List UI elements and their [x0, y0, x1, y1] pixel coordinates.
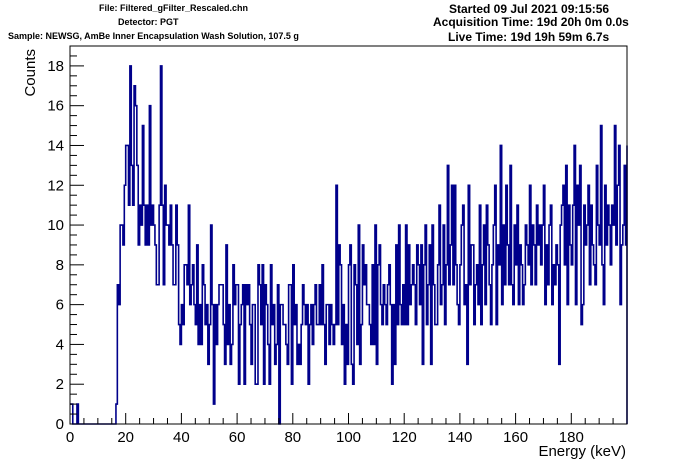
- detector-label: Detector: PGT: [118, 17, 179, 27]
- x-tick-label: 40: [173, 429, 190, 446]
- y-axis-title: Counts: [22, 49, 39, 97]
- y-tick-label: 10: [47, 217, 64, 234]
- ticks: 0 20 40 60 80 100 120 140 160 180 0 2 4 6 8 10 12 14 16 18: [47, 45, 628, 446]
- y-tick-label: 4: [56, 336, 64, 353]
- x-tick-label: 120: [392, 429, 417, 446]
- y-tick-label: 0: [56, 416, 64, 433]
- sample-label: Sample: NEWSG, AmBe Inner Encapsulation …: [8, 31, 299, 41]
- x-tick-label: 140: [447, 429, 472, 446]
- x-tick-label: 180: [559, 429, 584, 446]
- acquisition-time-label: Acquisition Time: 19d 20h 0m 0.0s: [433, 15, 629, 29]
- live-time-label: Live Time: 19d 19h 59m 6.7s: [448, 30, 610, 44]
- series-counts: [70, 65, 628, 425]
- y-tick-label: 14: [47, 137, 64, 154]
- x-tick-label: 160: [503, 429, 528, 446]
- plot-frame: [69, 45, 628, 425]
- x-tick-label: 60: [229, 429, 246, 446]
- x-axis-title: Energy (keV): [538, 443, 626, 460]
- y-tick-label: 2: [56, 376, 64, 393]
- x-tick-label: 0: [66, 429, 74, 446]
- series-line: [70, 65, 628, 425]
- y-tick-label: 8: [56, 257, 64, 274]
- x-tick-label: 20: [117, 429, 134, 446]
- y-tick-label: 18: [47, 58, 64, 75]
- started-label: Started 09 Jul 2021 09:15:56: [449, 2, 610, 16]
- x-tick-label: 100: [336, 429, 361, 446]
- y-tick-label: 16: [47, 98, 64, 115]
- y-tick-label: 6: [56, 297, 64, 314]
- x-tick-label: 80: [284, 429, 301, 446]
- y-tick-label: 12: [47, 177, 64, 194]
- file-label: File: Filtered_gFilter_Rescaled.chn: [99, 3, 249, 13]
